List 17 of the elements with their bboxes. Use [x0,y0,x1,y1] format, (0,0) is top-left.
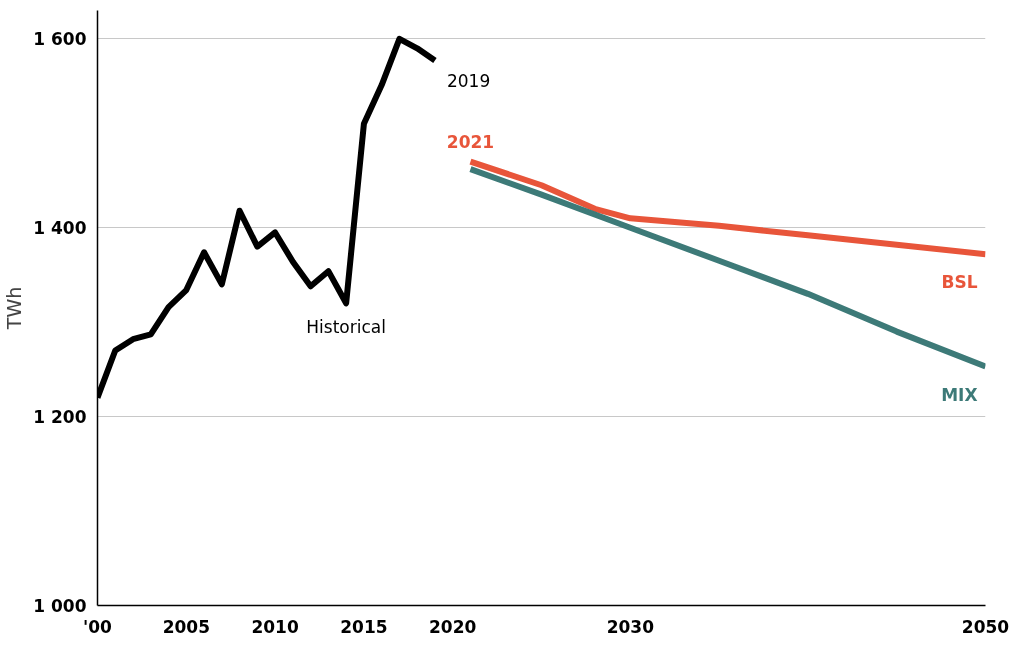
y-tick-label: 1 200 [33,406,87,427]
annotation: MIX [941,384,978,405]
y-tick-label: 1 400 [33,217,87,238]
x-tick-label: 2050 [961,616,1010,637]
y-tick-label: 1 600 [33,28,87,49]
y-tick-label: 1 000 [33,595,87,616]
x-tick-label: 2010 [251,616,299,637]
x-tick-label: 2030 [606,616,655,637]
annotation: Historical [306,317,386,338]
annotation: 2021 [446,131,495,152]
x-tick-label: 2020 [429,616,477,637]
x-tick-label: 2005 [162,616,210,637]
y-axis-title: TWh [3,286,26,331]
x-tick-label: 2015 [340,616,388,637]
annotation: BSL [941,272,978,293]
x-tick-label: '00 [83,616,113,637]
annotation: 2019 [446,71,491,92]
